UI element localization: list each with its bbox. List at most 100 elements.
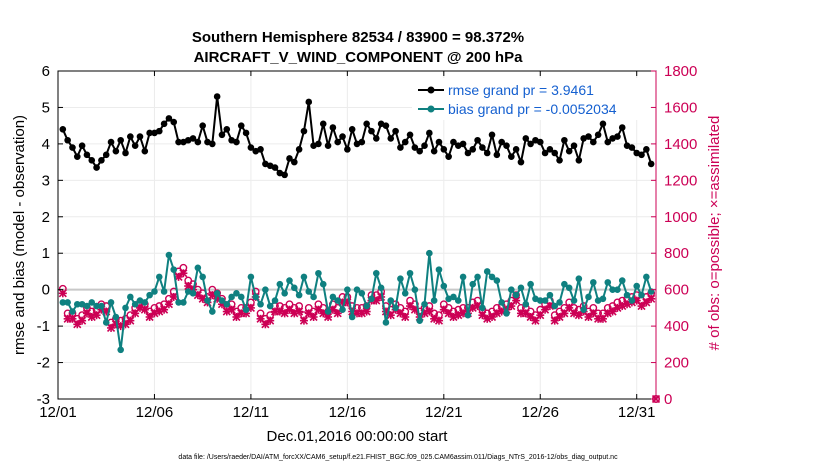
rmse-point — [474, 136, 481, 144]
y-tick-label: 3 — [42, 172, 50, 189]
bias-point — [599, 295, 607, 303]
bias-point — [73, 300, 81, 308]
rmse-point — [189, 135, 197, 142]
bias-point — [199, 273, 206, 281]
rmse-point — [334, 138, 342, 146]
rmse-point — [218, 131, 226, 139]
rmse-point — [517, 158, 525, 166]
rmse-point — [324, 142, 332, 150]
y-tick-label: -3 — [37, 391, 50, 408]
bias-point — [406, 269, 414, 277]
bias-point — [363, 302, 370, 310]
bias-point — [209, 308, 216, 315]
bias-point — [570, 297, 578, 304]
bias-point — [585, 293, 592, 301]
bias-point — [271, 297, 279, 304]
bias-point — [353, 286, 361, 293]
rmse-point — [155, 127, 163, 135]
rmse-point — [223, 126, 231, 133]
rmse-point — [397, 144, 404, 151]
obs-assimilated-marker — [295, 307, 304, 316]
bias-point — [257, 300, 264, 308]
rmse-point — [498, 138, 505, 146]
rmse-point — [329, 124, 337, 131]
rmse-point — [348, 126, 356, 133]
obs-assimilated-marker — [541, 305, 550, 314]
y-tick-label: 1 — [42, 245, 50, 262]
obs-assimilated-marker — [555, 312, 564, 322]
bias-point — [527, 280, 534, 288]
y-tick-label: 6 — [42, 63, 50, 80]
bias-point — [319, 280, 327, 288]
rmse-point — [107, 138, 115, 146]
rmse-point — [585, 133, 592, 140]
x-tick-label: 12/01 — [39, 404, 77, 421]
bias-point — [609, 286, 616, 293]
axis-ticks: 12/01 12/06 12/11 12/16 12/21 12/26 12/31 -3 -2 -… — [37, 63, 698, 421]
y-tick-label: 2 — [42, 209, 50, 226]
bias-point — [329, 293, 337, 301]
obs-assimilated-marker — [487, 312, 497, 322]
obs-assimilated-marker — [299, 316, 309, 325]
rmse-point — [127, 133, 134, 140]
obs-assimilated-marker — [309, 312, 318, 322]
bias-point — [536, 297, 544, 304]
obs-assimilated-marker — [261, 320, 270, 329]
y2-tick-label: 1000 — [664, 209, 697, 226]
rmse-point — [69, 144, 76, 151]
bias-series — [59, 249, 655, 354]
bias-point — [180, 299, 187, 306]
bias-point — [358, 290, 366, 297]
rmse-point — [638, 151, 645, 159]
bias-point — [556, 299, 563, 306]
bias-point — [638, 291, 645, 299]
bias-point — [88, 299, 96, 306]
x-tick-label: 12/21 — [425, 404, 463, 421]
y2-tick-label: 600 — [664, 282, 689, 299]
rmse-point — [372, 135, 380, 142]
rmse-point — [117, 136, 124, 144]
obs-assimilated-marker — [280, 309, 289, 318]
rmse-point — [247, 144, 255, 151]
bias-point — [401, 290, 409, 297]
rmse-point — [73, 153, 81, 160]
bias-point — [155, 273, 163, 281]
obs-assimilated-marker — [642, 298, 651, 307]
bias-point — [276, 280, 284, 288]
bias-point — [454, 297, 462, 304]
bias-point — [623, 291, 631, 299]
rmse-point — [141, 147, 149, 155]
bias-point — [223, 300, 231, 308]
bias-point — [262, 286, 269, 293]
obs-assimilated-marker — [145, 312, 154, 322]
chart-title-line1: Southern Hemisphere 82534 / 83900 = 98.3… — [192, 29, 524, 46]
bias-point — [281, 290, 288, 297]
bias-point — [503, 310, 510, 317]
rmse-point — [315, 140, 322, 148]
bias-point — [339, 306, 346, 314]
x-tick-label: 12/06 — [136, 404, 174, 421]
bias-point — [580, 306, 587, 314]
rmse-point — [561, 136, 568, 144]
rmse-point — [445, 153, 452, 160]
rmse-point — [78, 142, 86, 150]
bias-point — [218, 297, 226, 304]
bias-point — [131, 300, 139, 308]
bias-point — [469, 280, 477, 288]
chart-title-line2: AIRCRAFT_V_WIND_COMPONENT @ 200 hPa — [194, 49, 524, 66]
rmse-point — [551, 149, 559, 157]
bias-point — [372, 269, 380, 277]
rmse-point — [59, 126, 67, 133]
x-tick-label: 12/16 — [329, 404, 367, 421]
obs-assimilated-marker — [106, 323, 116, 332]
bias-point — [628, 297, 636, 304]
obs-assimilated-marker — [78, 316, 87, 325]
rmse-point — [271, 164, 279, 171]
rmse-point — [88, 156, 96, 164]
rmse-point — [493, 151, 501, 159]
bias-point — [421, 300, 428, 308]
legend-box — [412, 78, 650, 120]
obs-assimilated-marker — [58, 289, 67, 298]
bias-point — [228, 293, 235, 301]
bias-point — [305, 288, 313, 295]
